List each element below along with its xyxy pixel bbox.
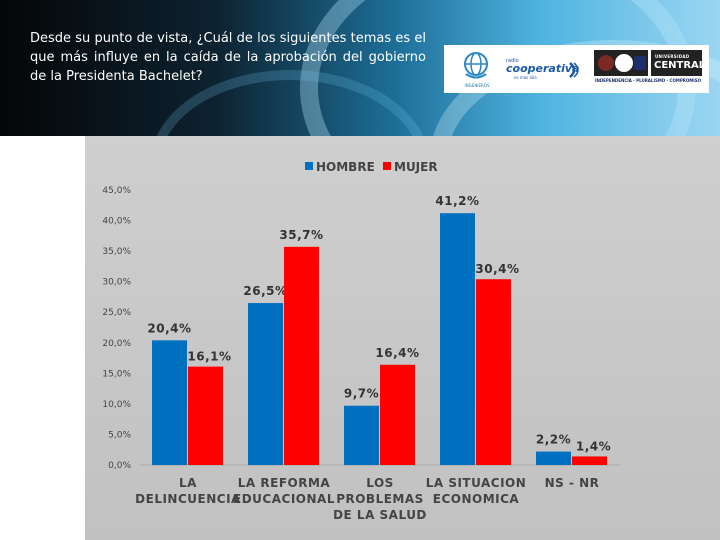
y-tick-label: 20,0%: [102, 339, 131, 349]
survey-question: Desde su punto de vista, ¿Cuál de los si…: [30, 31, 426, 84]
bar-chart: 0,0% 5,0% 10,0% 15,0% 20,0% 25,0% 30,0% 35,0% 40…: [102, 160, 620, 522]
category-label-3: DE LA SALUD: [333, 508, 427, 522]
data-label-mujer-3: 16,4%: [375, 346, 419, 360]
bar-hombre-1: [152, 340, 187, 465]
category-label-3: LOS: [366, 476, 394, 490]
category-label-2: EDUCACIONAL: [233, 492, 335, 506]
cooperativa-radio-text: radio: [506, 58, 519, 64]
data-label-mujer-5: 1,4%: [576, 439, 611, 453]
ucentral-name-text: CENTRAL: [654, 60, 706, 71]
bar-mujer-3: [380, 364, 415, 465]
y-tick-label: 15,0%: [102, 369, 131, 379]
legend-label-mujer: MUJER: [394, 160, 438, 174]
y-tick-label: 35,0%: [102, 247, 131, 257]
bar-hombre-3: [344, 405, 379, 465]
y-tick-label: 0,0%: [108, 461, 131, 471]
category-label-4: LA SITUACION: [426, 476, 527, 490]
data-label-hombre-4: 41,2%: [435, 194, 479, 208]
data-label-hombre-2: 26,5%: [243, 284, 287, 298]
data-label-hombre-1: 20,4%: [147, 321, 191, 335]
category-label-4: ECONOMICA: [433, 492, 520, 506]
category-label-1: LA: [179, 476, 197, 490]
ucentral-motto: INDEPENDENCIA · PLURALISMO · COMPROMISO: [595, 78, 701, 83]
sponsor-logos: INGENIEROS radio cooperativa es más alla…: [444, 45, 709, 93]
data-label-hombre-3: 9,7%: [344, 387, 379, 401]
data-label-mujer-2: 35,7%: [279, 228, 323, 242]
data-label-mujer-4: 30,4%: [475, 262, 519, 276]
y-tick-label: 10,0%: [102, 400, 131, 410]
bar-mujer-5: [572, 456, 607, 465]
chart-panel: 0,0% 5,0% 10,0% 15,0% 20,0% 25,0% 30,0% 35,0% 40…: [85, 136, 720, 540]
ucentral-logo: UNIVERSIDAD CENTRAL INDEPENDENCIA · PLUR…: [594, 50, 706, 88]
ucentral-top-text: UNIVERSIDAD: [655, 54, 690, 59]
y-tick-label: 5,0%: [108, 430, 131, 440]
legend-swatch-hombre: [305, 162, 313, 170]
category-label-1: DELINCUENCIA: [135, 492, 241, 506]
globe-icon: [464, 52, 488, 79]
bar-mujer-2: [284, 246, 319, 465]
cooperativa-name: cooperativa: [506, 62, 580, 75]
bar-hombre-5: [536, 451, 571, 465]
cooperativa-subtitle: es más alla: [514, 75, 537, 80]
legend-label-hombre: HOMBRE: [316, 160, 375, 174]
bar-mujer-1: [188, 366, 223, 465]
y-tick-label: 30,0%: [102, 278, 131, 288]
bar-hombre-4: [440, 213, 475, 465]
data-label-hombre-5: 2,2%: [536, 433, 571, 447]
ucentral-wordmark: UNIVERSIDAD CENTRAL: [651, 50, 706, 76]
header-banner: Desde su punto de vista, ¿Cuál de los si…: [0, 0, 720, 136]
ucentral-emblem: [594, 50, 648, 76]
legend-swatch-mujer: [383, 162, 391, 170]
category-label-5: NS - NR: [545, 476, 600, 490]
y-tick-label: 40,0%: [102, 217, 131, 227]
y-tick-label: 45,0%: [102, 186, 131, 196]
category-label-3: PROBLEMAS: [336, 492, 424, 506]
ingenieros-logo-text: INGENIEROS: [464, 83, 490, 88]
category-label-2: LA REFORMA: [238, 476, 331, 490]
y-tick-label: 25,0%: [102, 308, 131, 318]
data-label-mujer-1: 16,1%: [187, 350, 231, 364]
bar-mujer-4: [476, 279, 511, 465]
cooperativa-logo: radio cooperativa es más alla: [506, 58, 580, 82]
ingenieros-logo: INGENIEROS: [458, 50, 494, 88]
bar-hombre-2: [248, 303, 283, 465]
signal-icon: [569, 62, 579, 78]
